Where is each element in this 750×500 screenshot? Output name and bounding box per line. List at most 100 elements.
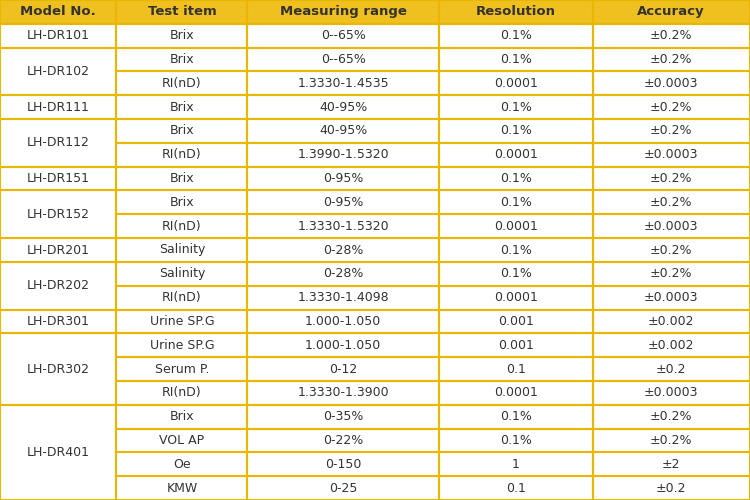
Text: ±2: ±2 bbox=[662, 458, 680, 471]
Bar bbox=[439, 143, 592, 167]
Bar bbox=[116, 428, 248, 452]
Bar bbox=[248, 310, 439, 334]
Bar bbox=[592, 119, 750, 143]
Bar bbox=[248, 95, 439, 119]
Text: 0.1%: 0.1% bbox=[500, 29, 532, 42]
Text: Test item: Test item bbox=[148, 6, 216, 18]
Bar bbox=[439, 72, 592, 95]
Bar bbox=[592, 190, 750, 214]
Bar bbox=[439, 428, 592, 452]
Bar bbox=[248, 24, 439, 48]
Text: Resolution: Resolution bbox=[476, 6, 556, 18]
Bar bbox=[439, 214, 592, 238]
Text: 0-35%: 0-35% bbox=[323, 410, 363, 423]
Text: LH-DR302: LH-DR302 bbox=[27, 362, 90, 376]
Bar bbox=[592, 286, 750, 310]
Text: 1.000-1.050: 1.000-1.050 bbox=[305, 315, 381, 328]
Text: ±0.2%: ±0.2% bbox=[650, 196, 692, 209]
Bar bbox=[116, 238, 248, 262]
Text: Salinity: Salinity bbox=[159, 268, 205, 280]
Text: RI(nD): RI(nD) bbox=[162, 220, 202, 232]
Text: RI(nD): RI(nD) bbox=[162, 291, 202, 304]
Bar bbox=[439, 476, 592, 500]
Text: 0-28%: 0-28% bbox=[323, 244, 363, 256]
Text: 0.0001: 0.0001 bbox=[494, 148, 538, 162]
Bar bbox=[0, 0, 116, 24]
Bar bbox=[248, 119, 439, 143]
Text: Brix: Brix bbox=[170, 172, 194, 185]
Bar bbox=[592, 24, 750, 48]
Bar bbox=[116, 0, 248, 24]
Bar bbox=[248, 238, 439, 262]
Bar bbox=[116, 452, 248, 476]
Text: 0.1%: 0.1% bbox=[500, 434, 532, 447]
Text: Urine SP.G: Urine SP.G bbox=[149, 338, 214, 351]
Bar bbox=[116, 143, 248, 167]
Bar bbox=[439, 381, 592, 405]
Bar bbox=[439, 310, 592, 334]
Bar bbox=[116, 357, 248, 381]
Bar bbox=[0, 238, 116, 262]
Text: 0.1: 0.1 bbox=[506, 482, 526, 494]
Text: Brix: Brix bbox=[170, 410, 194, 423]
Bar bbox=[592, 405, 750, 428]
Bar bbox=[116, 72, 248, 95]
Bar bbox=[116, 310, 248, 334]
Text: ±0.002: ±0.002 bbox=[648, 315, 694, 328]
Text: 0.0001: 0.0001 bbox=[494, 77, 538, 90]
Text: 1.000-1.050: 1.000-1.050 bbox=[305, 338, 381, 351]
Bar bbox=[439, 286, 592, 310]
Bar bbox=[116, 95, 248, 119]
Bar bbox=[248, 476, 439, 500]
Text: 0.1%: 0.1% bbox=[500, 196, 532, 209]
Text: LH-DR201: LH-DR201 bbox=[27, 244, 90, 256]
Bar bbox=[248, 286, 439, 310]
Bar bbox=[439, 0, 592, 24]
Bar bbox=[439, 405, 592, 428]
Text: 0.1%: 0.1% bbox=[500, 268, 532, 280]
Bar bbox=[439, 334, 592, 357]
Bar bbox=[116, 334, 248, 357]
Bar bbox=[248, 428, 439, 452]
Text: 0--65%: 0--65% bbox=[321, 53, 365, 66]
Bar bbox=[248, 405, 439, 428]
Bar bbox=[0, 95, 116, 119]
Bar bbox=[0, 24, 116, 48]
Text: ±0.2%: ±0.2% bbox=[650, 268, 692, 280]
Bar bbox=[0, 119, 116, 166]
Bar bbox=[248, 214, 439, 238]
Bar bbox=[439, 24, 592, 48]
Text: Measuring range: Measuring range bbox=[280, 6, 406, 18]
Bar bbox=[592, 310, 750, 334]
Bar bbox=[439, 48, 592, 72]
Bar bbox=[248, 48, 439, 72]
Bar bbox=[0, 262, 116, 310]
Text: Brix: Brix bbox=[170, 29, 194, 42]
Bar bbox=[592, 143, 750, 167]
Text: 0--65%: 0--65% bbox=[321, 29, 365, 42]
Bar bbox=[248, 357, 439, 381]
Bar bbox=[592, 357, 750, 381]
Text: ±0.2%: ±0.2% bbox=[650, 410, 692, 423]
Bar bbox=[439, 452, 592, 476]
Text: ±0.0003: ±0.0003 bbox=[644, 220, 698, 232]
Bar bbox=[439, 190, 592, 214]
Text: Brix: Brix bbox=[170, 196, 194, 209]
Text: 1.3330-1.3900: 1.3330-1.3900 bbox=[297, 386, 389, 400]
Bar bbox=[439, 238, 592, 262]
Text: LH-DR111: LH-DR111 bbox=[27, 100, 89, 114]
Text: RI(nD): RI(nD) bbox=[162, 77, 202, 90]
Text: Brix: Brix bbox=[170, 100, 194, 114]
Bar bbox=[0, 405, 116, 500]
Bar bbox=[248, 381, 439, 405]
Bar bbox=[0, 190, 116, 238]
Bar bbox=[439, 166, 592, 190]
Text: LH-DR202: LH-DR202 bbox=[27, 279, 90, 292]
Text: ±0.0003: ±0.0003 bbox=[644, 148, 698, 162]
Bar bbox=[116, 214, 248, 238]
Bar bbox=[592, 476, 750, 500]
Bar bbox=[116, 166, 248, 190]
Text: ±0.0003: ±0.0003 bbox=[644, 386, 698, 400]
Text: Brix: Brix bbox=[170, 53, 194, 66]
Text: 0.001: 0.001 bbox=[498, 338, 533, 351]
